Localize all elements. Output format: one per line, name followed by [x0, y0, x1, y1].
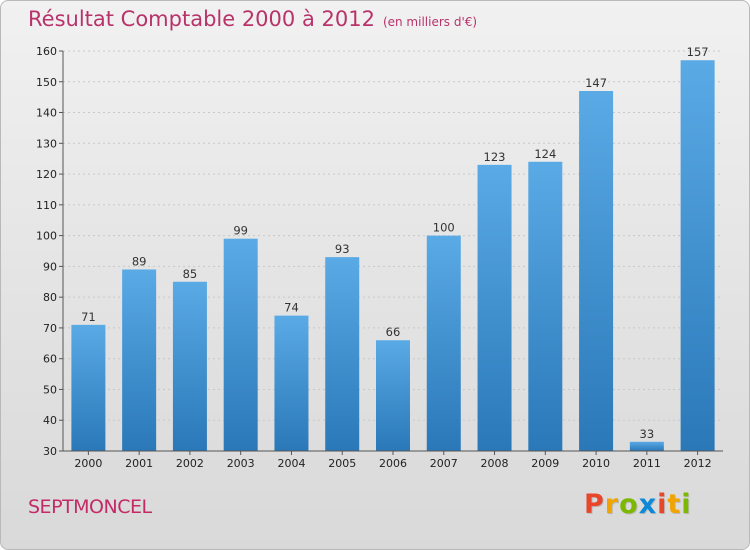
logo-letter: r [604, 489, 620, 520]
bar [376, 340, 410, 451]
x-tick-label: 2002 [176, 457, 204, 470]
data-label: 33 [640, 427, 655, 441]
data-label: 89 [132, 254, 147, 268]
bar [274, 315, 309, 451]
bar [528, 161, 563, 451]
x-tick-label: 2012 [684, 457, 712, 470]
x-tick-label: 2001 [125, 457, 153, 470]
y-tick-label: 90 [43, 260, 57, 273]
bar [325, 257, 360, 451]
logo-letter: x [638, 489, 658, 520]
x-tick-label: 2005 [328, 457, 356, 470]
data-label: 124 [534, 147, 556, 161]
x-tick-label: 2011 [633, 457, 661, 470]
y-tick-label: 60 [43, 353, 57, 366]
data-label: 99 [233, 224, 248, 238]
x-tick-label: 2008 [481, 457, 509, 470]
y-tick-label: 80 [43, 291, 57, 304]
bar [223, 238, 258, 451]
logo-letter: o [619, 489, 639, 520]
title-text: Résultat Comptable 2000 à 2012 [28, 7, 375, 31]
x-tick-label: 2010 [582, 457, 610, 470]
logo-letter: i [657, 489, 668, 520]
data-label: 93 [335, 242, 350, 256]
y-tick-label: 40 [43, 414, 57, 427]
bar [629, 441, 664, 451]
data-label: 100 [433, 221, 455, 235]
x-tick-label: 2000 [74, 457, 102, 470]
title-unit: (en milliers d'€) [382, 15, 478, 29]
logo-letter: t [667, 489, 682, 520]
bar [477, 164, 512, 451]
bar [122, 269, 157, 451]
bar [71, 324, 106, 451]
y-tick-label: 100 [36, 230, 57, 243]
bar [579, 91, 614, 451]
x-tick-label: 2003 [227, 457, 255, 470]
bar [172, 281, 207, 451]
data-label: 71 [81, 310, 96, 324]
commune-name: SEPTMONCEL [28, 496, 152, 518]
y-tick-label: 150 [36, 76, 57, 89]
x-tick-label: 2004 [277, 457, 305, 470]
bar [426, 235, 461, 451]
y-tick-label: 160 [36, 45, 57, 58]
proxiti-logo: Proxiti [584, 489, 692, 520]
y-tick-label: 30 [43, 445, 57, 458]
x-tick-label: 2006 [379, 457, 407, 470]
y-tick-label: 120 [36, 168, 57, 181]
y-tick-label: 50 [43, 383, 57, 396]
data-label: 123 [484, 150, 506, 164]
x-tick-label: 2007 [430, 457, 458, 470]
data-label: 85 [183, 267, 198, 281]
data-label: 147 [585, 76, 607, 90]
x-tick-label: 2009 [531, 457, 559, 470]
logo-letter: P [584, 489, 605, 520]
chart-title: Résultat Comptable 2000 à 2012 (en millie… [28, 7, 477, 31]
y-tick-label: 140 [36, 107, 57, 120]
data-label: 66 [386, 325, 401, 339]
y-tick-label: 130 [36, 137, 57, 150]
logo-letter: i [681, 489, 692, 520]
y-tick-label: 70 [43, 322, 57, 335]
data-label: 74 [284, 301, 299, 315]
data-label: 157 [687, 45, 709, 59]
bar [680, 60, 715, 451]
y-tick-label: 110 [36, 199, 57, 212]
